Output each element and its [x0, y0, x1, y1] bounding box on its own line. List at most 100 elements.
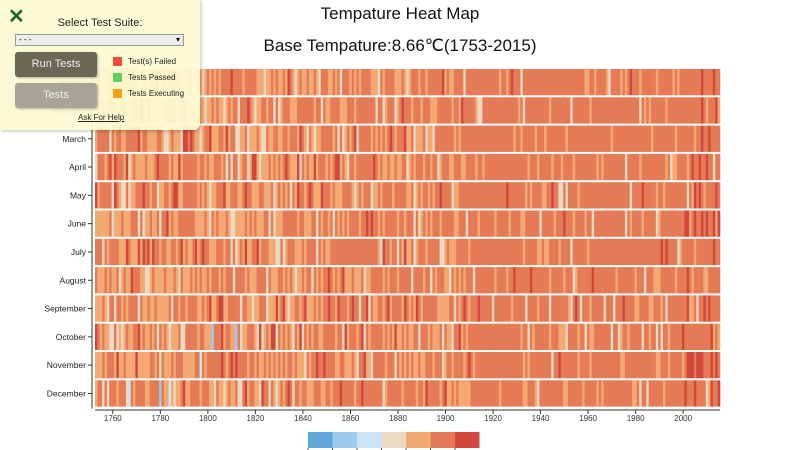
- close-icon[interactable]: ✕: [8, 6, 25, 28]
- heatmap-cell: [204, 238, 207, 266]
- heatmap-cell: [320, 97, 324, 124]
- heatmap-cell: [106, 238, 110, 266]
- heatmap-cell: [679, 153, 683, 181]
- tests-button[interactable]: Tests: [15, 83, 97, 108]
- heatmap-cell: [475, 352, 478, 379]
- heatmap-cell: [681, 210, 685, 237]
- heatmap-cell: [439, 323, 443, 350]
- heatmap-cell: [337, 125, 341, 152]
- heatmap-cell: [627, 295, 630, 322]
- heatmap-cell: [304, 352, 307, 379]
- heatmap-cell: [178, 295, 181, 322]
- heatmap-cell: [693, 352, 697, 379]
- heatmap-cell: [294, 182, 298, 209]
- heatmap-cell: [140, 153, 143, 181]
- heatmap-cell: [356, 210, 360, 237]
- heatmap-cell: [636, 125, 640, 152]
- heatmap-cell: [199, 238, 203, 266]
- heatmap-cell: [487, 97, 490, 124]
- heatmap-cell: [301, 125, 305, 152]
- heatmap-cell: [451, 210, 455, 237]
- heatmap-cell: [237, 267, 241, 294]
- heatmap-cell: [667, 125, 671, 152]
- heatmap-cell: [373, 182, 376, 209]
- heatmap-cell: [586, 267, 590, 294]
- heatmap-cell: [204, 182, 207, 209]
- heatmap-cell: [166, 267, 169, 294]
- heatmap-cell: [691, 295, 695, 322]
- heatmap-cell: [698, 97, 702, 124]
- heatmap-cell: [199, 295, 203, 322]
- heatmap-cell: [460, 295, 464, 322]
- heatmap-cell: [546, 238, 550, 266]
- heatmap-cell: [256, 97, 260, 124]
- heatmap-cell: [622, 238, 626, 266]
- heatmap-cell: [144, 238, 148, 266]
- heatmap-cell: [613, 97, 616, 124]
- heatmap-cell: [563, 352, 566, 379]
- run-tests-button[interactable]: Run Tests: [15, 52, 97, 77]
- heatmap-cell: [354, 267, 357, 294]
- heatmap-cell: [109, 323, 112, 350]
- heatmap-cell: [670, 125, 673, 152]
- heatmap-cell: [667, 238, 671, 266]
- heatmap-cell: [133, 210, 136, 237]
- heatmap-cell: [537, 69, 540, 96]
- heatmap-cell: [258, 352, 262, 379]
- heatmap-cell: [420, 153, 424, 181]
- heatmap-cell: [627, 380, 630, 407]
- heatmap-cell: [674, 323, 678, 350]
- heatmap-cell: [667, 267, 671, 294]
- heatmap-cell: [544, 210, 547, 237]
- heatmap-cell: [586, 323, 590, 350]
- heatmap-cell: [135, 323, 139, 350]
- heatmap-cell: [608, 295, 611, 322]
- heatmap-cell: [605, 125, 609, 152]
- heatmap-cell: [629, 125, 633, 152]
- heatmap-cell: [475, 125, 478, 152]
- heatmap-cell: [206, 380, 210, 407]
- heatmap-cell: [641, 153, 645, 181]
- heatmap-cell: [615, 153, 619, 181]
- heatmap-cell: [696, 182, 699, 209]
- heatmap-cell: [313, 323, 317, 350]
- heatmap-cell: [634, 238, 638, 266]
- heatmap-cell: [201, 210, 205, 237]
- heatmap-cell: [712, 267, 716, 294]
- heatmap-cell: [220, 69, 224, 96]
- heatmap-cell: [453, 380, 457, 407]
- ask-for-help-link[interactable]: Ask For Help: [78, 113, 125, 122]
- heatmap-cell: [130, 295, 134, 322]
- heatmap-cell: [681, 295, 685, 322]
- heatmap-cell: [460, 125, 464, 152]
- heatmap-cell: [396, 97, 400, 124]
- heatmap-cell: [247, 267, 250, 294]
- heatmap-cell: [420, 323, 424, 350]
- heatmap-cell: [422, 210, 426, 237]
- heatmap-cell: [396, 210, 400, 237]
- heatmap-cell: [235, 125, 238, 152]
- heatmap-cell: [211, 323, 215, 350]
- heatmap-cell: [325, 153, 329, 181]
- heatmap-cell: [111, 295, 115, 322]
- test-suite-select[interactable]: - - - ▾: [15, 34, 184, 46]
- heatmap-cell: [708, 267, 711, 294]
- heatmap-cell: [270, 97, 274, 124]
- heatmap-cell: [199, 352, 203, 379]
- heatmap-cell: [287, 97, 291, 124]
- heatmap-cell: [515, 267, 519, 294]
- heatmap-cell: [223, 323, 227, 350]
- heatmap-cell: [689, 238, 692, 266]
- heatmap-cell: [698, 69, 702, 96]
- heatmap-cell: [137, 295, 141, 322]
- heatmap-cell: [237, 153, 241, 181]
- heatmap-cell: [187, 125, 191, 152]
- heatmap-cell: [430, 380, 433, 407]
- heatmap-cell: [513, 267, 516, 294]
- heatmap-cell: [468, 267, 471, 294]
- heatmap-cell: [446, 153, 450, 181]
- heatmap-cell: [556, 323, 559, 350]
- heatmap-cell: [608, 210, 611, 237]
- heatmap-cell: [382, 153, 386, 181]
- heatmap-cell: [411, 97, 414, 124]
